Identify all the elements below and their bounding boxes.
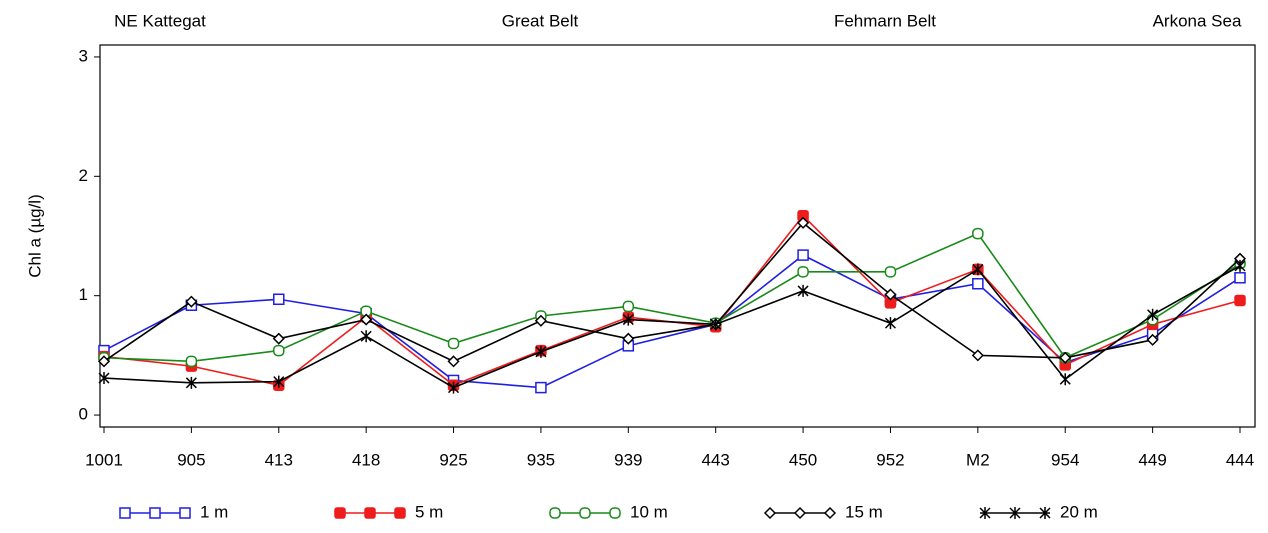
marker xyxy=(1146,333,1159,346)
legend-marker xyxy=(1009,507,1021,519)
marker xyxy=(185,376,197,389)
marker xyxy=(185,295,198,308)
x-tick-label: 418 xyxy=(352,450,380,469)
marker xyxy=(1059,351,1072,364)
legend-marker xyxy=(334,507,346,519)
marker xyxy=(1059,373,1071,386)
legend-marker xyxy=(1039,507,1051,519)
marker xyxy=(710,318,722,331)
legend-marker xyxy=(793,506,807,520)
marker xyxy=(972,278,984,290)
marker xyxy=(534,314,547,327)
marker xyxy=(98,372,110,385)
marker xyxy=(273,344,285,357)
marker xyxy=(972,263,984,276)
marker xyxy=(447,355,460,368)
legend-marker xyxy=(763,506,777,520)
marker xyxy=(972,227,984,240)
marker xyxy=(1234,294,1246,307)
marker xyxy=(97,355,111,368)
x-tick-label: 954 xyxy=(1051,450,1079,469)
marker xyxy=(797,216,810,229)
marker xyxy=(1234,272,1246,284)
legend-marker xyxy=(364,507,376,519)
legend-marker xyxy=(394,507,406,519)
x-tick-label: 1001 xyxy=(85,450,123,469)
y-tick-label: 2 xyxy=(79,166,88,185)
marker xyxy=(273,293,285,306)
x-tick-label: 905 xyxy=(177,450,205,469)
marker xyxy=(447,337,460,350)
x-tick-label: 952 xyxy=(876,450,904,469)
y-tick-label: 1 xyxy=(79,285,88,304)
series-line xyxy=(103,221,1241,363)
marker xyxy=(360,330,372,343)
x-tick-label: 935 xyxy=(527,450,555,469)
legend-marker xyxy=(149,507,161,519)
x-tick-label: 925 xyxy=(439,450,467,469)
marker xyxy=(884,288,897,301)
marker xyxy=(971,349,984,362)
marker xyxy=(884,317,896,330)
marker xyxy=(1234,259,1246,272)
y-axis-label: Chl a (µg/l) xyxy=(25,194,44,277)
legend-marker xyxy=(823,506,837,520)
legend-marker xyxy=(609,507,621,519)
legend-marker xyxy=(179,507,191,519)
marker xyxy=(535,345,547,358)
x-tick-label: 450 xyxy=(789,450,817,469)
legend-label: 5 m xyxy=(415,502,443,521)
x-tick-label: M2 xyxy=(966,450,990,469)
marker xyxy=(535,381,547,394)
series-line xyxy=(103,232,1241,363)
marker xyxy=(185,355,198,368)
legend-marker xyxy=(119,507,131,519)
legend-label: 20 m xyxy=(1060,502,1098,521)
x-tick-label: 939 xyxy=(614,450,642,469)
y-tick-label: 0 xyxy=(79,405,88,424)
legend-marker xyxy=(549,507,561,519)
legend-label: 15 m xyxy=(845,502,883,521)
legend-marker xyxy=(579,507,591,519)
legend-marker xyxy=(979,507,991,519)
marker xyxy=(622,300,635,313)
y-tick-label: 3 xyxy=(79,46,88,65)
marker xyxy=(273,375,285,388)
x-tick-label: 444 xyxy=(1226,450,1254,469)
x-tick-label: 413 xyxy=(265,450,293,469)
region-label: Arkona Sea xyxy=(1153,11,1242,30)
marker xyxy=(797,266,809,278)
marker xyxy=(884,266,897,278)
x-tick-label: 449 xyxy=(1138,450,1166,469)
marker xyxy=(448,381,460,394)
x-tick-label: 443 xyxy=(702,450,730,469)
series-line xyxy=(103,265,1241,389)
plot-frame xyxy=(99,44,1256,428)
marker xyxy=(360,313,373,326)
marker xyxy=(797,249,809,261)
legend-label: 10 m xyxy=(630,502,668,521)
marker xyxy=(797,284,809,297)
marker xyxy=(622,313,634,326)
region-label: NE Kattegat xyxy=(114,11,206,30)
legend-label: 1 m xyxy=(200,502,228,521)
marker xyxy=(622,332,635,345)
region-label: Fehmarn Belt xyxy=(834,11,936,30)
region-label: Great Belt xyxy=(502,11,579,30)
marker xyxy=(1147,308,1159,321)
marker xyxy=(272,332,285,345)
